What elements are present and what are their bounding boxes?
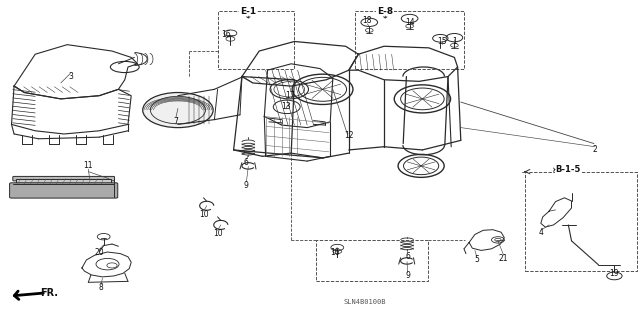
Text: 16: 16: [330, 248, 340, 257]
Text: E-1: E-1: [240, 7, 257, 16]
Bar: [316, 240, 428, 281]
Text: 6: 6: [405, 252, 410, 261]
Text: 6: 6: [244, 158, 249, 167]
Text: 4: 4: [538, 228, 543, 237]
Text: 12: 12: [344, 131, 353, 140]
Text: 10: 10: [198, 210, 209, 219]
Text: 8: 8: [99, 283, 104, 292]
Text: SLN4B0100B: SLN4B0100B: [344, 300, 386, 305]
Text: 3: 3: [68, 72, 73, 81]
Text: 17: 17: [285, 91, 295, 100]
Text: FR.: FR.: [40, 288, 58, 298]
Text: 20: 20: [94, 248, 104, 257]
Text: 9: 9: [405, 271, 410, 280]
Text: 10: 10: [212, 229, 223, 238]
Bar: [218, 11, 294, 69]
FancyBboxPatch shape: [13, 176, 115, 181]
Text: 11: 11: [84, 161, 93, 170]
Text: B-1-5: B-1-5: [556, 165, 581, 174]
Text: 9: 9: [244, 181, 249, 189]
Text: 19: 19: [609, 269, 620, 278]
Text: 7: 7: [173, 117, 179, 126]
Text: 13: 13: [281, 102, 291, 111]
Text: 14: 14: [404, 18, 415, 27]
FancyBboxPatch shape: [10, 183, 118, 198]
Circle shape: [143, 93, 213, 128]
Text: 2: 2: [593, 145, 598, 154]
Text: 18: 18: [363, 16, 372, 25]
Text: 21: 21: [499, 254, 508, 263]
Bar: [16, 179, 111, 185]
Text: 16: 16: [221, 30, 231, 39]
Text: 5: 5: [474, 256, 479, 264]
Bar: [355, 11, 464, 69]
Text: 1: 1: [452, 37, 457, 46]
Text: 15: 15: [436, 37, 447, 46]
Bar: [525, 172, 637, 271]
Text: E-8: E-8: [377, 7, 394, 16]
